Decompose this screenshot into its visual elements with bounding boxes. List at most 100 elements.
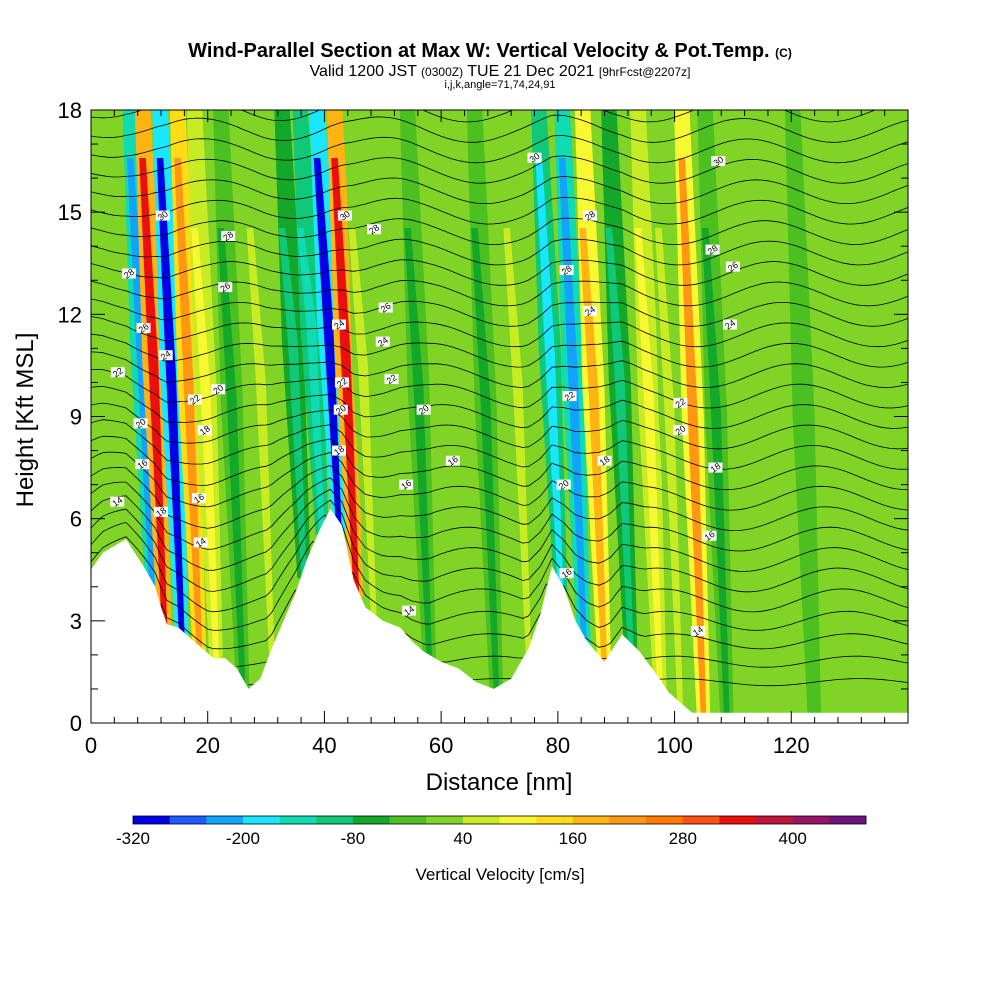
isentrope-label-text: 16 — [560, 566, 574, 580]
isentrope-label-text: 24 — [159, 348, 173, 362]
isentrope-label: 18 — [197, 423, 212, 437]
isentrope-label: 22 — [334, 376, 349, 390]
isentrope-label-text: 14 — [110, 495, 124, 509]
plot-area: 30 28 26 24 22 22 20 20 18 16 16 14 18 14 28 26 30 28 26 24… — [90, 109, 909, 724]
velocity-band-core — [742, 228, 771, 723]
y-tick-label: 15 — [58, 200, 82, 225]
colorbar-title: Vertical Velocity [cm/s] — [415, 865, 584, 884]
isentrope-label-text: 22 — [385, 372, 399, 386]
y-tick-label: 18 — [58, 98, 82, 123]
x-tick-label: 0 — [85, 733, 97, 758]
colorbar-swatch — [426, 816, 464, 824]
isentrope-label: 26 — [136, 321, 151, 335]
isentrope-label-text: 30 — [338, 209, 352, 223]
isentrope-label-text: 18 — [154, 505, 168, 519]
x-tick-label: 120 — [773, 733, 810, 758]
colorbar-swatch — [499, 816, 537, 824]
isentrope-line — [248, 678, 908, 687]
isentrope-label: 24 — [332, 318, 346, 332]
isentrope-label-text: 20 — [134, 417, 148, 431]
colorbar-swatch — [536, 816, 574, 824]
isentrope-label: 22 — [187, 393, 202, 407]
isentrope-label-text: 20 — [557, 478, 571, 492]
velocity-band-core — [348, 228, 377, 625]
isentrope-line — [160, 589, 908, 650]
isentrope-label-text: 28 — [122, 267, 136, 281]
isentrope-line — [91, 155, 908, 184]
chart-title: Wind-Parallel Section at Max W: Vertical… — [188, 40, 792, 62]
x-axis: 0 20 40 60 80 100 120 — [85, 110, 886, 758]
x-axis-label: Distance [nm] — [426, 769, 573, 796]
isentrope-label: 18 — [332, 444, 346, 458]
isentrope-label-text: 28 — [560, 263, 574, 277]
isentrope-label: 14 — [110, 495, 124, 509]
isentrope-label-text: 14 — [194, 536, 208, 550]
x-tick-label: 40 — [312, 733, 336, 758]
isentrope-label: 30 — [527, 151, 542, 165]
terrain — [91, 508, 908, 723]
velocity-band-core — [558, 158, 587, 647]
isentrope-label-text: 22 — [674, 396, 688, 410]
colorbar-swatch — [169, 816, 207, 824]
isentrope-line — [236, 655, 908, 668]
colorbar-swatch — [206, 816, 244, 824]
isentrope-label: 20 — [416, 403, 431, 417]
velocity-band-core — [605, 228, 634, 654]
velocity-band-core — [655, 228, 684, 713]
velocity-band-core — [217, 228, 246, 689]
x-tick-label: 100 — [656, 733, 693, 758]
velocity-band-core — [579, 228, 608, 672]
velocity-band-core — [191, 228, 220, 669]
isentrope-label: 26 — [725, 260, 740, 274]
isentrope-line — [91, 488, 908, 572]
isentrope-label: 26 — [378, 301, 393, 315]
colorbar-tick-label: 160 — [559, 829, 587, 848]
y-tick-label: 3 — [70, 609, 82, 634]
colorbar-swatch — [316, 816, 354, 824]
isentrope-label-text: 16 — [399, 478, 413, 492]
isentrope-label: 22 — [384, 372, 399, 386]
isentrope-line — [91, 333, 908, 368]
colorbar-swatch — [279, 816, 317, 824]
x-tick-label: 80 — [546, 733, 570, 758]
x-tick-label: 60 — [429, 733, 453, 758]
colorbar-swatch — [792, 816, 830, 824]
chart-subtitle: Valid 1200 JST (0300Z) TUE 21 Dec 2021 [… — [310, 63, 691, 80]
isentrope-label: 24 — [723, 318, 737, 332]
isentrope-label-text: 26 — [137, 321, 151, 335]
colorbar-swatch — [682, 816, 720, 824]
isentrope-line — [91, 419, 908, 470]
isentrope-label: 24 — [582, 304, 597, 318]
isentrope-label: 16 — [702, 529, 717, 543]
y-tick-label: 6 — [70, 507, 82, 532]
isentrope-label-text: 28 — [706, 243, 720, 257]
isentrope-label: 14 — [193, 536, 208, 550]
velocity-band-core — [471, 228, 500, 698]
isentrope-label-text: 24 — [723, 318, 737, 332]
colorbar-swatch — [646, 816, 684, 824]
colorbar-frame — [132, 815, 867, 825]
isentrope-line — [91, 298, 908, 327]
colorbar-swatch — [719, 816, 757, 824]
colorbar-tick-label: -320 — [116, 829, 150, 848]
isentrope-line — [91, 368, 908, 409]
isentrope-line — [91, 176, 908, 204]
colorbar-tick-label: -80 — [341, 829, 366, 848]
isentrope-line — [91, 196, 908, 225]
isentrope-label: 30 — [711, 154, 725, 168]
isentrope-line — [91, 435, 908, 491]
isentrope-label: 20 — [133, 417, 148, 431]
isentrope-label: 16 — [445, 454, 460, 468]
title-mark: (C) — [775, 46, 792, 60]
isentrope-line — [91, 110, 876, 123]
velocity-band-core — [126, 158, 156, 592]
isentrope-label: 20 — [673, 423, 687, 437]
y-tick-label: 9 — [70, 405, 82, 430]
isentrope-label-text: 24 — [376, 335, 390, 349]
isentrope-line — [91, 259, 908, 286]
isentrope-label-text: 30 — [711, 154, 725, 168]
isentrope-label-text: 26 — [379, 301, 393, 315]
isentrope-label: 22 — [562, 389, 577, 403]
isentrope-line — [91, 135, 908, 164]
isentrope-label: 28 — [559, 263, 574, 277]
